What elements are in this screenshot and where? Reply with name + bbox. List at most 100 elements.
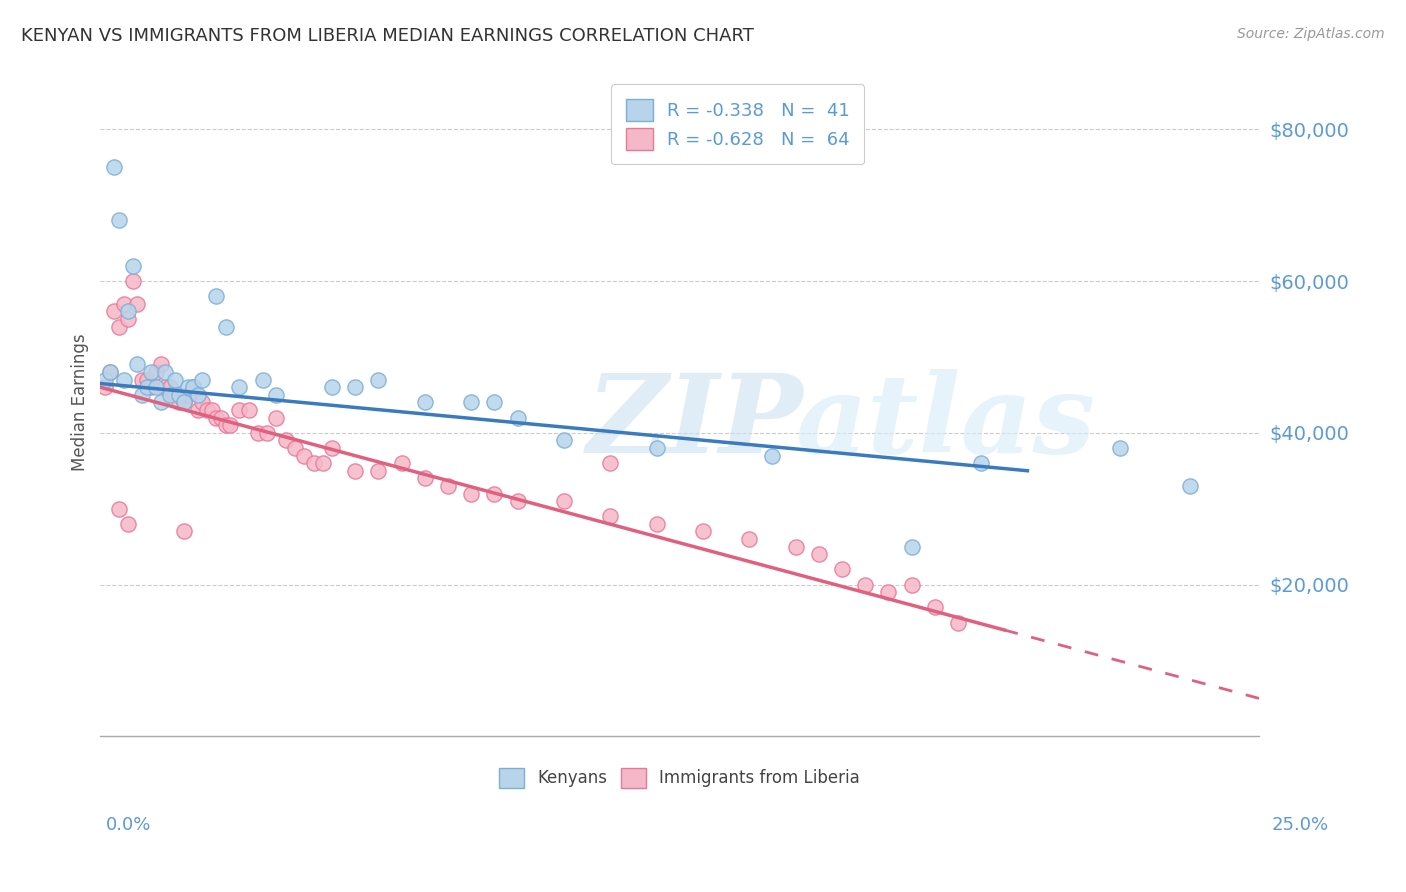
Point <box>219 418 242 433</box>
Point <box>252 373 274 387</box>
Point <box>553 494 575 508</box>
Point <box>117 312 139 326</box>
Text: 25.0%: 25.0% <box>1271 816 1329 834</box>
Point <box>159 380 181 394</box>
Point <box>228 403 250 417</box>
Point <box>924 600 946 615</box>
Point <box>108 213 131 227</box>
Point <box>205 410 228 425</box>
Point <box>367 373 389 387</box>
Point <box>209 410 232 425</box>
Text: KENYAN VS IMMIGRANTS FROM LIBERIA MEDIAN EARNINGS CORRELATION CHART: KENYAN VS IMMIGRANTS FROM LIBERIA MEDIAN… <box>21 27 754 45</box>
Point <box>131 388 153 402</box>
Point <box>149 395 172 409</box>
Point <box>391 456 413 470</box>
Point <box>121 259 143 273</box>
Point <box>98 365 121 379</box>
Point <box>173 395 195 409</box>
Point <box>761 449 783 463</box>
Point <box>785 540 807 554</box>
Point <box>460 486 482 500</box>
Point <box>484 395 506 409</box>
Point <box>214 418 236 433</box>
Point <box>195 403 218 417</box>
Point <box>112 373 135 387</box>
Text: 0.0%: 0.0% <box>105 816 150 834</box>
Point <box>163 388 186 402</box>
Text: atlas: atlas <box>796 368 1095 476</box>
Point <box>177 388 200 402</box>
Point <box>173 524 195 539</box>
Point <box>214 319 236 334</box>
Point <box>238 403 260 417</box>
Point <box>191 373 214 387</box>
Point <box>141 365 163 379</box>
Point <box>145 365 167 379</box>
Point <box>266 388 288 402</box>
Point <box>127 297 149 311</box>
Point <box>831 562 853 576</box>
Point <box>738 532 761 546</box>
Point <box>177 380 200 394</box>
Point <box>900 540 922 554</box>
Point <box>367 464 389 478</box>
Point <box>292 449 315 463</box>
Point <box>302 456 325 470</box>
Text: ZIP: ZIP <box>588 368 804 476</box>
Point <box>135 380 157 394</box>
Point <box>484 486 506 500</box>
Point <box>94 373 117 387</box>
Point <box>155 365 177 379</box>
Point <box>117 304 139 318</box>
Point <box>135 373 157 387</box>
Point <box>274 434 297 448</box>
Point <box>807 547 830 561</box>
Point <box>98 365 121 379</box>
Point <box>413 471 436 485</box>
Point <box>167 395 190 409</box>
Point <box>141 380 163 394</box>
Point <box>246 425 269 440</box>
Point <box>131 373 153 387</box>
Point <box>163 373 186 387</box>
Point <box>553 434 575 448</box>
Point <box>321 380 343 394</box>
Point <box>117 516 139 531</box>
Point <box>877 585 900 599</box>
Point <box>970 456 993 470</box>
Point <box>103 160 125 174</box>
Point <box>256 425 278 440</box>
Point <box>344 464 367 478</box>
Point <box>437 479 460 493</box>
Point <box>181 380 204 394</box>
Point <box>167 388 190 402</box>
Point <box>266 410 288 425</box>
Text: Source: ZipAtlas.com: Source: ZipAtlas.com <box>1237 27 1385 41</box>
Point <box>645 441 668 455</box>
Point <box>159 388 181 402</box>
Point <box>900 577 922 591</box>
Point <box>187 388 209 402</box>
Point <box>321 441 343 455</box>
Point <box>946 615 969 630</box>
Point <box>344 380 367 394</box>
Point <box>173 395 195 409</box>
Y-axis label: Median Earnings: Median Earnings <box>72 334 89 471</box>
Legend: Kenyans, Immigrants from Liberia: Kenyans, Immigrants from Liberia <box>492 761 868 795</box>
Point <box>1178 479 1201 493</box>
Point <box>155 380 177 394</box>
Point <box>108 501 131 516</box>
Point <box>112 297 135 311</box>
Point <box>312 456 335 470</box>
Point <box>460 395 482 409</box>
Point <box>506 494 529 508</box>
Point <box>1109 441 1132 455</box>
Point <box>853 577 876 591</box>
Point <box>121 274 143 288</box>
Point <box>506 410 529 425</box>
Point <box>181 380 204 394</box>
Point <box>187 403 209 417</box>
Point <box>599 509 621 524</box>
Point <box>228 380 250 394</box>
Point <box>200 403 222 417</box>
